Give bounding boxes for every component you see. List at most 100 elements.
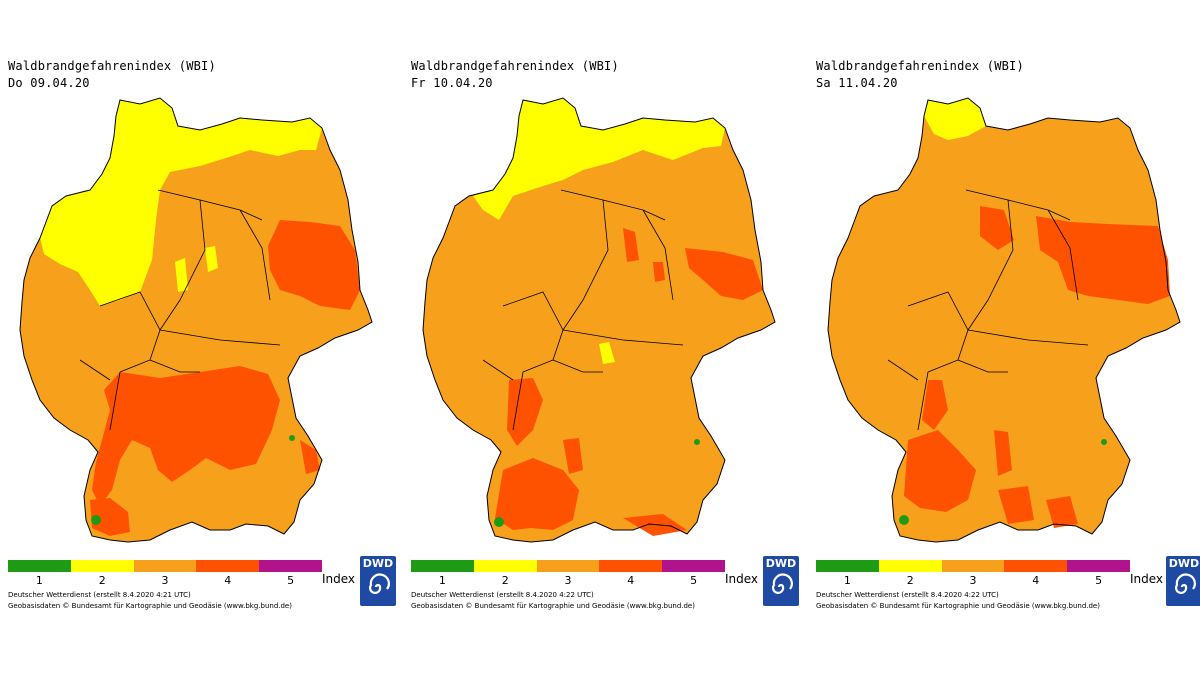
risk-area-level1 bbox=[289, 435, 295, 441]
dwd-logo-text: DWD bbox=[362, 557, 394, 570]
legend-label: 5 bbox=[287, 574, 295, 587]
legend-label: 5 bbox=[1095, 574, 1103, 587]
legend-swatch-3 bbox=[536, 560, 600, 572]
legend-swatch-4 bbox=[599, 560, 663, 572]
country-border bbox=[827, 97, 1181, 543]
country-border bbox=[422, 97, 776, 543]
legend-swatch-5 bbox=[662, 560, 725, 572]
legend-label: 1 bbox=[843, 574, 851, 587]
legend-swatch-5 bbox=[259, 560, 322, 572]
geobasis-text: Geobasisdaten © Bundesamt für Kartograph… bbox=[411, 602, 695, 610]
legend-swatch-2 bbox=[473, 560, 537, 572]
legend-label: 2 bbox=[98, 574, 106, 587]
risk-area-level4 bbox=[90, 498, 130, 536]
swirl-icon bbox=[369, 573, 390, 594]
legend-label: 5 bbox=[690, 574, 698, 587]
risk-area-level1 bbox=[494, 517, 504, 527]
risk-area-level2 bbox=[924, 98, 986, 140]
map-title: Waldbrandgefahrenindex (WBI) bbox=[816, 59, 1024, 73]
germany-map-day1 bbox=[19, 97, 373, 543]
dwd-logo-text: DWD bbox=[765, 557, 797, 570]
legend-swatch-1 bbox=[8, 560, 71, 572]
risk-area-level4 bbox=[1036, 216, 1170, 304]
legend-label: 4 bbox=[224, 574, 232, 587]
risk-area-level4 bbox=[685, 248, 763, 300]
map-date: Do 09.04.20 bbox=[8, 76, 90, 90]
risk-area-level4 bbox=[980, 206, 1014, 250]
dwd-logo: DWD bbox=[1166, 556, 1200, 606]
credit-text: Deutscher Wetterdienst (erstellt 8.4.202… bbox=[816, 591, 999, 599]
risk-area-level4 bbox=[507, 378, 543, 446]
credit-text: Deutscher Wetterdienst (erstellt 8.4.202… bbox=[8, 591, 191, 599]
risk-area-level2 bbox=[205, 246, 218, 272]
legend-index-label: Index bbox=[725, 572, 759, 586]
map-title: Waldbrandgefahrenindex (WBI) bbox=[411, 59, 619, 73]
geobasis-text: Geobasisdaten © Bundesamt für Kartograph… bbox=[816, 602, 1100, 610]
map-title: Waldbrandgefahrenindex (WBI) bbox=[8, 59, 216, 73]
risk-area-level2 bbox=[599, 342, 615, 364]
dwd-logo-text: DWD bbox=[1168, 557, 1200, 570]
legend-swatch-5 bbox=[1067, 560, 1130, 572]
risk-area-level4 bbox=[994, 430, 1012, 476]
legend-color-bar bbox=[8, 560, 322, 572]
legend-swatch-4 bbox=[196, 560, 260, 572]
legend-label: 2 bbox=[501, 574, 509, 587]
map-panel-day1: Waldbrandgefahrenindex (WBI) Do 09.04.20… bbox=[0, 0, 400, 676]
legend-labels: 1 2 3 4 5 bbox=[8, 574, 322, 587]
legend-swatch-4 bbox=[1004, 560, 1068, 572]
legend-swatch-3 bbox=[133, 560, 197, 572]
risk-area-level4 bbox=[563, 438, 583, 474]
legend-label: 3 bbox=[969, 574, 977, 587]
risk-area-level2 bbox=[175, 258, 188, 292]
map-date: Fr 10.04.20 bbox=[411, 76, 493, 90]
legend-swatch-3 bbox=[941, 560, 1005, 572]
risk-area-level1 bbox=[899, 515, 909, 525]
legend-color-bar bbox=[816, 560, 1130, 572]
credit-text: Deutscher Wetterdienst (erstellt 8.4.202… bbox=[411, 591, 594, 599]
legend-swatch-2 bbox=[878, 560, 942, 572]
risk-area-level4 bbox=[904, 430, 976, 512]
legend-label: 4 bbox=[1032, 574, 1040, 587]
legend-labels: 1 2 3 4 5 bbox=[411, 574, 725, 587]
risk-area-level4 bbox=[998, 486, 1034, 524]
geobasis-text: Geobasisdaten © Bundesamt für Kartograph… bbox=[8, 602, 292, 610]
state-borders bbox=[887, 189, 1089, 431]
dwd-logo: DWD bbox=[763, 556, 799, 606]
risk-area-level2 bbox=[40, 98, 322, 306]
risk-area-level4 bbox=[92, 366, 280, 506]
map-panel-day3: Waldbrandgefahrenindex (WBI) Sa 11.04.20… bbox=[808, 0, 1200, 676]
legend-swatch-1 bbox=[816, 560, 879, 572]
risk-area-level4 bbox=[1046, 496, 1078, 528]
legend-label: 2 bbox=[906, 574, 914, 587]
legend-label: 1 bbox=[438, 574, 446, 587]
legend-label: 1 bbox=[35, 574, 43, 587]
legend-index-label: Index bbox=[322, 572, 356, 586]
germany-map-day2 bbox=[422, 97, 776, 543]
germany-base-region bbox=[828, 98, 1180, 542]
risk-area-level4 bbox=[922, 380, 948, 430]
risk-area-level4 bbox=[495, 458, 579, 530]
risk-area-level1 bbox=[694, 439, 700, 445]
germany-map-day3 bbox=[827, 97, 1181, 543]
swirl-icon bbox=[772, 573, 793, 594]
country-border bbox=[19, 97, 373, 543]
legend-label: 3 bbox=[564, 574, 572, 587]
legend-label: 4 bbox=[627, 574, 635, 587]
swirl-icon bbox=[1175, 573, 1196, 594]
legend-swatch-2 bbox=[70, 560, 134, 572]
risk-area-level4 bbox=[268, 220, 360, 310]
risk-area-level2 bbox=[473, 98, 725, 220]
dwd-logo: DWD bbox=[360, 556, 396, 606]
legend-label: 3 bbox=[161, 574, 169, 587]
map-panel-day2: Waldbrandgefahrenindex (WBI) Fr 10.04.20… bbox=[403, 0, 803, 676]
legend-labels: 1 2 3 4 5 bbox=[816, 574, 1130, 587]
risk-area-level4 bbox=[300, 440, 320, 474]
risk-area-level4 bbox=[653, 262, 665, 282]
risk-area-level4 bbox=[623, 228, 639, 262]
map-date: Sa 11.04.20 bbox=[816, 76, 898, 90]
legend-swatch-1 bbox=[411, 560, 474, 572]
legend-color-bar bbox=[411, 560, 725, 572]
legend-index-label: Index bbox=[1130, 572, 1164, 586]
state-borders bbox=[79, 189, 281, 431]
risk-area-level1 bbox=[91, 515, 101, 525]
